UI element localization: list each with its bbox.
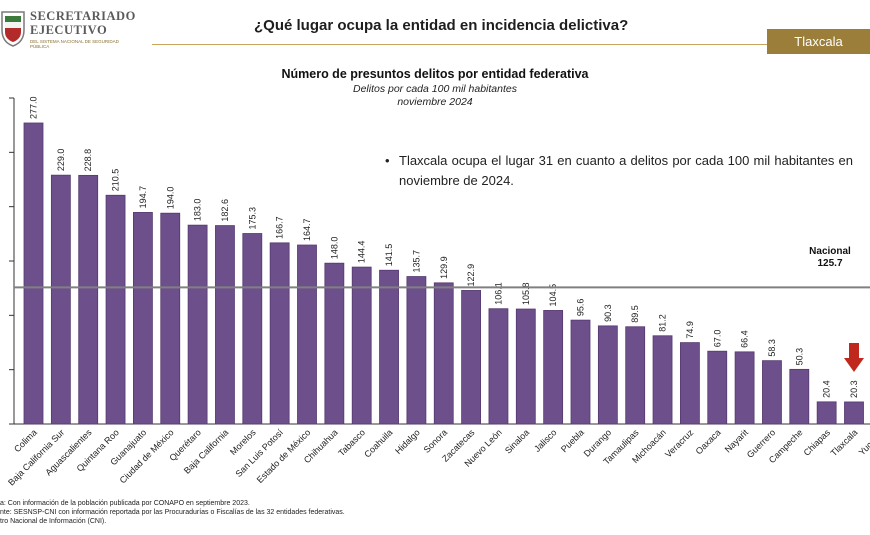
bar-value-label: 182.6 bbox=[220, 199, 230, 222]
bar-value-label: 104.5 bbox=[548, 284, 558, 307]
logo-text-line2: EJECUTIVO bbox=[30, 23, 108, 37]
bar-value-label: 194.7 bbox=[138, 186, 148, 209]
bar-value-label: 148.0 bbox=[329, 237, 339, 260]
bar bbox=[215, 225, 235, 425]
logo-text-line3: DEL SISTEMA NACIONAL DE SEGURIDAD PÚBLIC… bbox=[30, 39, 119, 49]
bar-value-label: 122.9 bbox=[466, 264, 476, 287]
bar bbox=[844, 401, 864, 425]
category-label: Yucatán bbox=[857, 427, 870, 457]
bar-value-label: 183.0 bbox=[193, 199, 203, 222]
bar bbox=[707, 350, 728, 425]
bar bbox=[379, 269, 399, 425]
bar-value-label: 210.5 bbox=[111, 169, 121, 192]
category-label: Oaxaca bbox=[694, 427, 723, 456]
bar-value-label: 141.5 bbox=[384, 244, 394, 267]
bar bbox=[324, 262, 345, 425]
logo-text-line1: SECRETARIADO bbox=[30, 9, 136, 23]
bar bbox=[132, 212, 153, 425]
bar-value-label: 81.2 bbox=[658, 314, 668, 332]
bar-value-label: 228.8 bbox=[83, 149, 93, 172]
bar-value-label: 175.3 bbox=[247, 207, 257, 230]
bar-value-label: 194.0 bbox=[165, 187, 175, 210]
bar bbox=[23, 122, 44, 425]
chart-period: noviembre 2024 bbox=[397, 96, 473, 108]
shield-emblem-icon bbox=[1, 11, 25, 47]
category-label: Jalisco bbox=[532, 427, 559, 454]
bar-value-label: 144.4 bbox=[357, 241, 367, 264]
bar-value-label: 166.7 bbox=[275, 216, 285, 239]
bar-value-label: 105.8 bbox=[521, 282, 531, 305]
bar bbox=[50, 174, 71, 425]
bar-value-label: 66.4 bbox=[740, 330, 750, 348]
bar bbox=[816, 401, 837, 425]
page-title: ¿Qué lugar ocupa la entidad en incidenci… bbox=[254, 17, 629, 34]
bar-value-label: 50.3 bbox=[794, 348, 804, 366]
bar bbox=[160, 212, 181, 425]
bar-value-label: 67.0 bbox=[712, 330, 722, 348]
bar bbox=[461, 290, 482, 425]
bar-value-label: 20.4 bbox=[822, 380, 832, 398]
bar bbox=[105, 194, 126, 425]
bar bbox=[515, 308, 536, 425]
footnote-source: nte: SESNSP-CNI con información reportad… bbox=[0, 509, 345, 516]
bar-value-label: 74.9 bbox=[685, 321, 695, 339]
agency-logo: SECRETARIADO EJECUTIVO DEL SISTEMA NACIO… bbox=[0, 6, 140, 50]
bar bbox=[789, 368, 810, 425]
category-label: Sinaloa bbox=[503, 427, 531, 455]
bar-value-label: 229.0 bbox=[56, 149, 66, 172]
bar-value-label: 89.5 bbox=[630, 305, 640, 323]
bar bbox=[652, 335, 673, 425]
category-label: Chiapas bbox=[802, 427, 833, 458]
national-label: Nacional bbox=[809, 246, 851, 257]
bar-value-label: 95.6 bbox=[576, 299, 586, 317]
chart-subtitle: Delitos por cada 100 mil habitantes bbox=[352, 83, 517, 95]
state-tag: Tlaxcala bbox=[767, 29, 870, 54]
note-bullet: • bbox=[385, 153, 390, 168]
category-label: San Luis Potosí bbox=[233, 427, 285, 479]
footnote-population: a: Con información de la población publi… bbox=[0, 500, 250, 507]
bar bbox=[625, 326, 646, 425]
bar bbox=[734, 351, 755, 425]
summary-note: • Tlaxcala ocupa el lugar 31 en cuanto a… bbox=[385, 151, 853, 191]
bar-value-label: 129.9 bbox=[439, 256, 449, 279]
bar bbox=[351, 266, 372, 425]
category-label: Puebla bbox=[559, 427, 586, 454]
bar bbox=[187, 224, 208, 425]
bar-value-label: 106.1 bbox=[493, 282, 503, 305]
category-label: Coahuila bbox=[362, 427, 394, 459]
bar-value-label: 277.0 bbox=[29, 96, 39, 119]
bar bbox=[543, 310, 564, 425]
bar bbox=[269, 242, 290, 425]
bar-value-label: 58.3 bbox=[767, 339, 777, 357]
bar bbox=[570, 319, 591, 425]
category-label: Veracruz bbox=[663, 427, 696, 460]
bar bbox=[78, 174, 99, 425]
header-divider bbox=[152, 44, 870, 45]
bar bbox=[597, 325, 618, 425]
down-arrow-icon bbox=[844, 343, 864, 372]
bar-value-label: 135.7 bbox=[411, 250, 421, 273]
national-value: 125.7 bbox=[817, 258, 843, 269]
category-label: Colima bbox=[12, 427, 39, 454]
bar bbox=[488, 308, 509, 425]
bar bbox=[406, 276, 427, 425]
chart-title: Número de presuntos delitos por entidad … bbox=[281, 67, 589, 81]
bar-value-label: 20.3 bbox=[849, 380, 859, 398]
bar bbox=[242, 233, 263, 425]
bar-value-label: 90.3 bbox=[603, 304, 613, 322]
category-label: Hidalgo bbox=[393, 427, 422, 456]
bar bbox=[297, 244, 317, 425]
bar-value-label: 164.7 bbox=[302, 218, 312, 241]
bar bbox=[680, 342, 700, 425]
note-text: Tlaxcala ocupa el lugar 31 en cuanto a d… bbox=[399, 153, 853, 188]
footnote-cni: tro Nacional de Información (CNI). bbox=[0, 518, 107, 525]
bar bbox=[762, 360, 782, 425]
bar bbox=[433, 282, 454, 425]
category-label: Tlaxcala bbox=[829, 427, 860, 458]
